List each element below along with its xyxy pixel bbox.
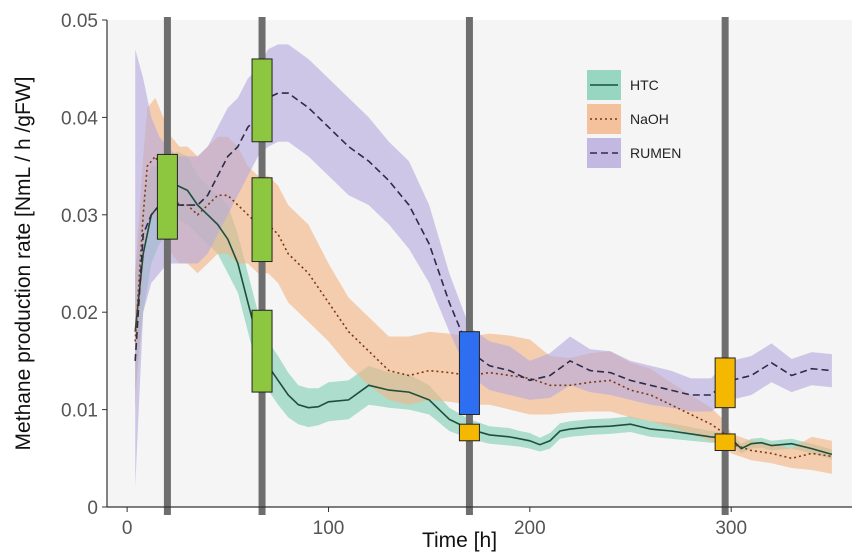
y-tick-label: 0.01 bbox=[61, 401, 98, 422]
event-marker bbox=[251, 309, 273, 393]
line-naoh bbox=[134, 154, 833, 460]
x-tick-label: 0 bbox=[122, 518, 133, 539]
event-marker bbox=[714, 357, 736, 409]
legend-label: HTC bbox=[630, 77, 659, 93]
x-tick-label: 100 bbox=[313, 518, 345, 539]
event-marker bbox=[156, 153, 178, 240]
y-tick-label: 0.03 bbox=[61, 206, 98, 227]
x-tick-label: 300 bbox=[715, 518, 747, 539]
legend-label: RUMEN bbox=[630, 145, 681, 161]
ci-bands bbox=[135, 44, 832, 488]
x-axis-title: Time [h] bbox=[422, 529, 497, 552]
y-tick-label: 0.02 bbox=[61, 303, 98, 324]
y-tick-label: 0 bbox=[87, 498, 98, 519]
event-marker bbox=[458, 331, 480, 415]
y-axis-title: Methane production rate [NmL / h /gFW] bbox=[12, 77, 35, 451]
legend-label: NaOH bbox=[630, 111, 669, 127]
x-tick-label: 200 bbox=[514, 518, 546, 539]
band-rumen bbox=[135, 44, 832, 488]
event-marker bbox=[251, 177, 273, 263]
line-rumen bbox=[134, 92, 832, 396]
axes: 0 0.01 0.02 0.03 0.04 0.05 0 100 200 300 bbox=[61, 11, 852, 539]
event-markers bbox=[156, 58, 736, 452]
event-marker bbox=[714, 433, 736, 452]
legend: HTC NaOH RUMEN bbox=[587, 70, 681, 168]
y-tick-label: 0.05 bbox=[61, 11, 98, 32]
event-marker bbox=[458, 423, 480, 442]
y-tick-label: 0.04 bbox=[61, 108, 98, 129]
event-marker bbox=[251, 58, 273, 143]
